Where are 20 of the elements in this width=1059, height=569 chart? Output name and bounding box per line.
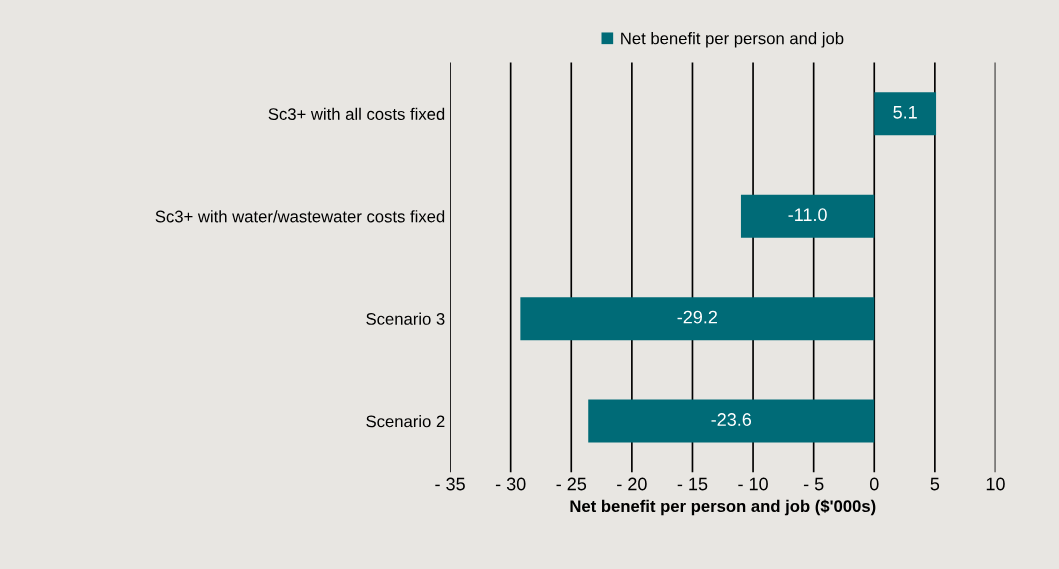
- y-tick-label: Scenario 3: [366, 312, 445, 325]
- y-tick-label: Sc3+ with water/wastewater costs fixed: [155, 210, 445, 223]
- x-tick-label: 5: [930, 477, 940, 491]
- x-tick-label: - 35: [435, 477, 465, 491]
- text: -29.2: [677, 310, 717, 324]
- x-tick-label: - 5: [803, 477, 824, 491]
- x-axis-title: Net benefit per person and job ($'000s): [570, 499, 876, 516]
- y-tick-label: Scenario 2: [366, 415, 445, 428]
- x-tick-label: 10: [986, 477, 1005, 491]
- text: -11.0: [788, 208, 827, 222]
- text: -23.6: [711, 413, 752, 426]
- legend-label: Net benefit per person and job: [621, 32, 844, 48]
- y-tick-label: Sc3+ with all costs fixed: [268, 107, 445, 120]
- x-tick-label: - 15: [677, 477, 708, 491]
- x-tick-label: - 20: [617, 477, 647, 491]
- x-tick-label: 0: [869, 477, 879, 491]
- x-tick-label: - 10: [738, 477, 768, 491]
- x-tick-label: - 30: [495, 477, 526, 491]
- text: 5.1: [893, 106, 917, 119]
- x-tick-label: - 25: [556, 477, 587, 491]
